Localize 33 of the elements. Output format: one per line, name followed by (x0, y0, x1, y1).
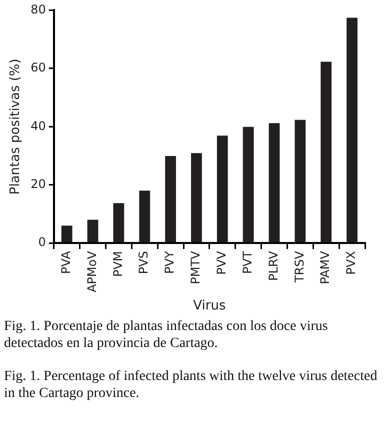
x-tick-label: PVX (344, 251, 358, 275)
x-tick-label: PVS (136, 251, 151, 274)
x-tick-label: PVM (110, 251, 125, 277)
x-tick-label: APMoV (84, 250, 99, 292)
caption: Fig. 1. Porcentaje de plantas infectadas con los doce virus detectados en la provincia de Cartago. (4, 318, 329, 352)
y-tick-label: 0 (38, 235, 46, 250)
x-tick-label: PVA (58, 250, 73, 274)
x-tick-label: PVT (240, 250, 254, 274)
y-tick-label: 40 (30, 118, 46, 133)
bar (191, 153, 202, 242)
bar (242, 126, 254, 242)
bar (165, 156, 176, 242)
x-tick-label: PLRV (266, 250, 280, 281)
y-tick-label: 60 (30, 60, 46, 75)
x-tick-label: PAMV (318, 250, 332, 284)
bar (61, 226, 72, 242)
bar (113, 203, 124, 242)
bar (139, 190, 150, 242)
caption: Fig. 1. Percentage of infected plants with the twelve virus detected in the Cartago province. (4, 368, 378, 402)
bar (346, 18, 358, 242)
x-tick-label: PVY (162, 250, 177, 274)
y-tick-label: 80 (30, 2, 46, 16)
x-tick-label: PMTV (188, 250, 203, 284)
x-tick-label: PVV (214, 250, 229, 275)
bar (268, 123, 280, 242)
y-axis-title: Plantas positivas (%) (8, 58, 24, 195)
bar (294, 120, 306, 242)
x-tick-label: TRSV (292, 250, 306, 284)
bar (87, 220, 98, 242)
y-tick-label: 20 (30, 176, 46, 191)
bar (216, 136, 228, 242)
bar (320, 62, 332, 242)
x-axis-title: Virus (193, 298, 226, 314)
